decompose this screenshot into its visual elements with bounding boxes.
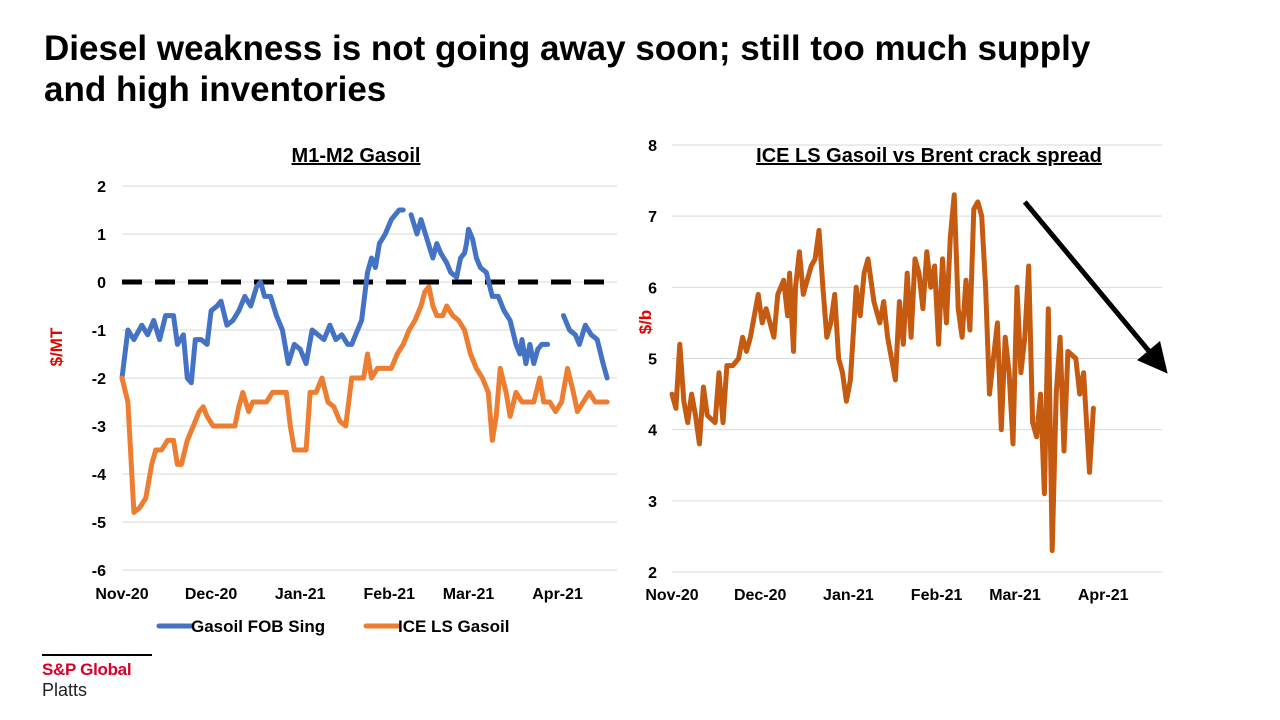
series-line-series bbox=[669, 192, 1096, 554]
x-tick-label: Feb-21 bbox=[911, 587, 963, 604]
y-tick-label: 3 bbox=[648, 494, 657, 511]
series-line-gasoil-fob-sing bbox=[119, 207, 406, 386]
y-axis-label: $/b bbox=[636, 310, 655, 335]
y-tick-label: 4 bbox=[648, 423, 657, 440]
y-tick-label: 0 bbox=[97, 275, 106, 292]
slide-title-line-1: Diesel weakness is not going away soon; … bbox=[44, 29, 1091, 68]
y-tick-label: -5 bbox=[92, 515, 106, 532]
y-tick-label: 6 bbox=[648, 280, 657, 297]
x-tick-label: Jan-21 bbox=[275, 586, 326, 603]
x-tick-label: Dec-20 bbox=[734, 587, 787, 604]
trend-arrow bbox=[1022, 200, 1168, 374]
y-tick-label: 2 bbox=[97, 179, 106, 196]
x-tick-label: Nov-20 bbox=[95, 586, 148, 603]
y-tick-label: 1 bbox=[97, 227, 106, 244]
brand-name: S&P Global bbox=[42, 660, 132, 679]
legend-label: Gasoil FOB Sing bbox=[191, 617, 325, 636]
x-tick-label: Feb-21 bbox=[364, 586, 416, 603]
x-tick-label: Apr-21 bbox=[532, 586, 583, 603]
y-tick-label: -3 bbox=[92, 419, 106, 436]
x-tick-label: Jan-21 bbox=[823, 587, 874, 604]
y-tick-label: 7 bbox=[648, 209, 657, 226]
series-line-gasoil-fob-sing bbox=[408, 212, 551, 367]
y-axis-label: $/MT bbox=[47, 327, 66, 366]
brand-logo: S&P Global Platts bbox=[42, 654, 152, 701]
y-tick-label: -2 bbox=[92, 371, 106, 388]
slide-title-line-2: and high inventories bbox=[44, 70, 387, 109]
legend-label: ICE LS Gasoil bbox=[398, 617, 509, 636]
x-tick-label: Mar-21 bbox=[443, 586, 495, 603]
x-tick-label: Mar-21 bbox=[989, 587, 1041, 604]
chart-ice-brent-crack: 2 3 4 5 6 7 8 Nov-20 Dec-20 Jan-21 Feb-21 Mar-21 Apr… bbox=[636, 138, 1168, 604]
y-tick-label: -1 bbox=[92, 323, 106, 340]
chart-m1-m2-gasoil: -6 -5 -4 -3 -2 -1 0 1 2 Nov-20 Dec-20 Jan-21 Feb-21 M… bbox=[47, 145, 617, 636]
series-line-ice-ls-gasoil bbox=[119, 284, 610, 515]
y-tick-label: 2 bbox=[648, 565, 657, 582]
y-tick-label: -6 bbox=[92, 563, 106, 580]
y-tick-label: -4 bbox=[92, 467, 106, 484]
x-tick-label: Nov-20 bbox=[645, 587, 698, 604]
slide-title: Diesel weakness is not going away soon; … bbox=[44, 28, 1244, 110]
series-line-gasoil-fob-sing bbox=[561, 313, 610, 381]
x-tick-label: Apr-21 bbox=[1078, 587, 1129, 604]
chart-title: ICE LS Gasoil vs Brent crack spread bbox=[756, 145, 1102, 167]
chart-title: M1-M2 Gasoil bbox=[292, 145, 421, 167]
y-tick-label: 5 bbox=[648, 352, 657, 369]
x-tick-label: Dec-20 bbox=[185, 586, 238, 603]
y-tick-label: 8 bbox=[648, 138, 657, 155]
brand-sub: Platts bbox=[42, 680, 88, 700]
